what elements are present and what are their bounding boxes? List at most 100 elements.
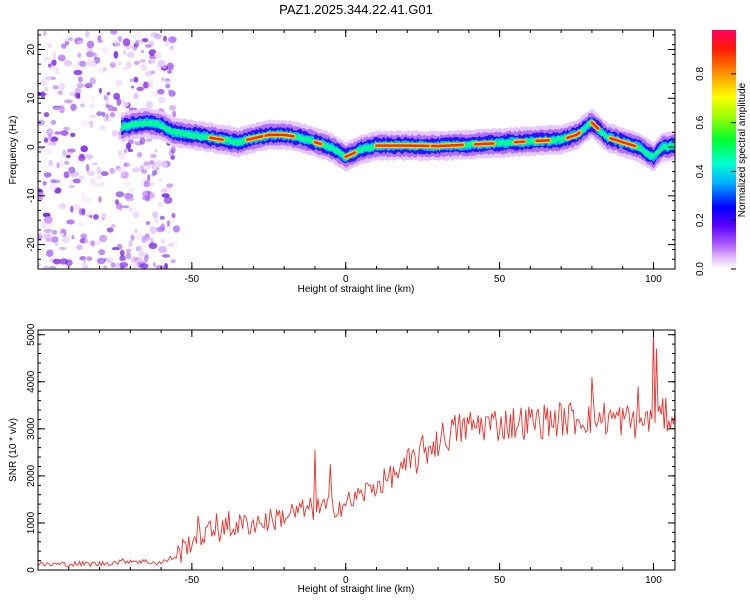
spectrogram-noise-blob [126,52,135,58]
spectrogram-noise-blob [145,138,153,142]
spectrogram-noise-blob [51,76,56,81]
spectrogram-noise-blob [147,79,154,88]
spectrogram-noise-blob [44,57,53,60]
spectrogram-noise-blob [116,98,122,106]
spectrogram-noise-blob [77,40,84,45]
spectrogram-noise-blob [90,240,95,247]
spectrogram-noise-blob [118,152,127,160]
spectrogram-noise-blob [62,37,70,42]
spectrogram-noise-blob [143,81,149,89]
spectrogram-noise-blob [84,237,89,244]
spectrogram-noise-blob [85,31,90,37]
spectrogram-noise-blob [73,69,83,76]
spectrogram-ylabel: Frequency (Hz) [8,116,19,185]
spectrogram-noise-blob [142,190,151,198]
spectrogram-noise-blob [38,234,42,241]
spectrogram-noise-blob [45,238,53,242]
spectrogram-noise-blob [99,124,106,131]
spectrogram-noise-blob [158,246,167,253]
spectrogram-noise-blob [163,35,167,42]
spectrogram-noise-blob [122,38,131,47]
spectrogram-noise-blob [169,45,174,51]
spectrogram-noise-blob [132,211,140,218]
spectrogram-noise-blob [100,171,109,177]
spectrogram-noise-blob [94,57,101,64]
spectrogram-noise-blob [168,36,177,43]
snr-xtick-label: 50 [494,575,506,586]
spectrogram-noise-blob [60,232,64,237]
spectrogram-noise-blob [119,262,129,268]
spectrogram-noise-blob [103,265,108,269]
spectrogram-noise-blob [127,148,134,153]
colorbar-tick-label: 0.2 [695,213,706,227]
spectrogram-noise-blob [46,249,54,257]
spectrogram-noise-blob [161,77,165,82]
spectrogram-noise-blob [140,64,148,71]
spectrogram-noise-blob [52,106,62,112]
spectrogram-noise-blob [80,145,88,153]
spectrogram-noise-blob [119,255,126,262]
spectrogram-noise-blob [44,76,53,81]
spectrogram-noise-blob [120,249,125,257]
spectrogram-noise-blob [131,167,140,173]
spectrogram-noise-blob [141,235,147,243]
spectrogram-noise-blob [123,162,128,167]
spectrogram-noise-blob [109,112,116,118]
spectrogram-peak-core [246,134,264,142]
spectrogram-noise-blob [96,257,106,265]
spectrogram-noise-blob [101,46,109,54]
spectrogram-noise-blob [89,178,96,186]
spectrogram-noise-blob [52,105,61,110]
spectrogram-noise-blob [106,91,111,96]
spectrogram-noise-blob [97,39,103,43]
spectrogram-noise-blob [125,62,132,68]
spectrogram-noise-blob [56,67,60,75]
spectrogram-peak-core [344,151,357,159]
spectrogram-noise-blob [51,138,57,146]
spectrogram-noise-blob [105,256,114,262]
spectrogram-ytick-label: 10 [26,92,37,104]
spectrogram-noise-blob [123,162,131,168]
spectrogram-noise-blob [64,40,70,46]
spectrogram-noise-blob [38,119,45,126]
spectrogram-noise-blob [100,181,105,187]
spectrogram-noise-blob [172,110,177,118]
spectrogram-ridge-band [121,114,675,166]
spectrogram-noise-blob [78,76,83,83]
spectrogram-noise-blob [102,111,106,118]
spectrogram-noise-blob [78,175,85,180]
spectrogram-noise-blob [68,37,74,41]
spectrogram-noise-blob [149,58,156,64]
spectrogram-image [38,30,675,269]
spectrogram-noise-blob [70,171,80,177]
spectrogram-noise-blob [150,70,156,75]
spectrogram-noise-blob [157,59,166,68]
snr-ylabel: SNR (10 * v/v) [8,418,19,482]
spectrogram-noise-blob [85,163,90,172]
spectrogram-noise-blob [111,223,116,229]
spectrogram-noise-blob [60,130,69,136]
spectrogram-noise-blob [58,82,66,91]
spectrogram-noise-blob [91,162,99,166]
spectrogram-noise-blob [168,90,176,97]
spectrogram-noise-blob [131,85,135,89]
colorbar-label: Normalized spectral amplitude [737,82,748,217]
spectrogram-peak-core [513,140,526,144]
colorbar-tick-label: 0.6 [695,115,706,129]
spectrogram-noise-blob [96,240,101,245]
spectrogram-noise-blob [164,39,170,47]
spectrogram-noise-blob [150,153,157,158]
spectrogram-ytick-label: -10 [26,188,37,203]
spectrogram-noise-blob [165,228,171,234]
spectrogram-noise-blob [154,51,163,59]
spectrogram-noise-blob [135,30,143,37]
spectrogram-noise-blob [96,166,102,175]
spectrogram-noise-blob [103,94,108,101]
spectrogram-noise-blob [86,256,93,262]
spectrogram-noise-blob [101,217,105,221]
spectrogram-noise-blob [73,204,81,210]
snr-ytick-label: 0 [26,567,37,573]
spectrogram-noise-blob [130,234,135,241]
